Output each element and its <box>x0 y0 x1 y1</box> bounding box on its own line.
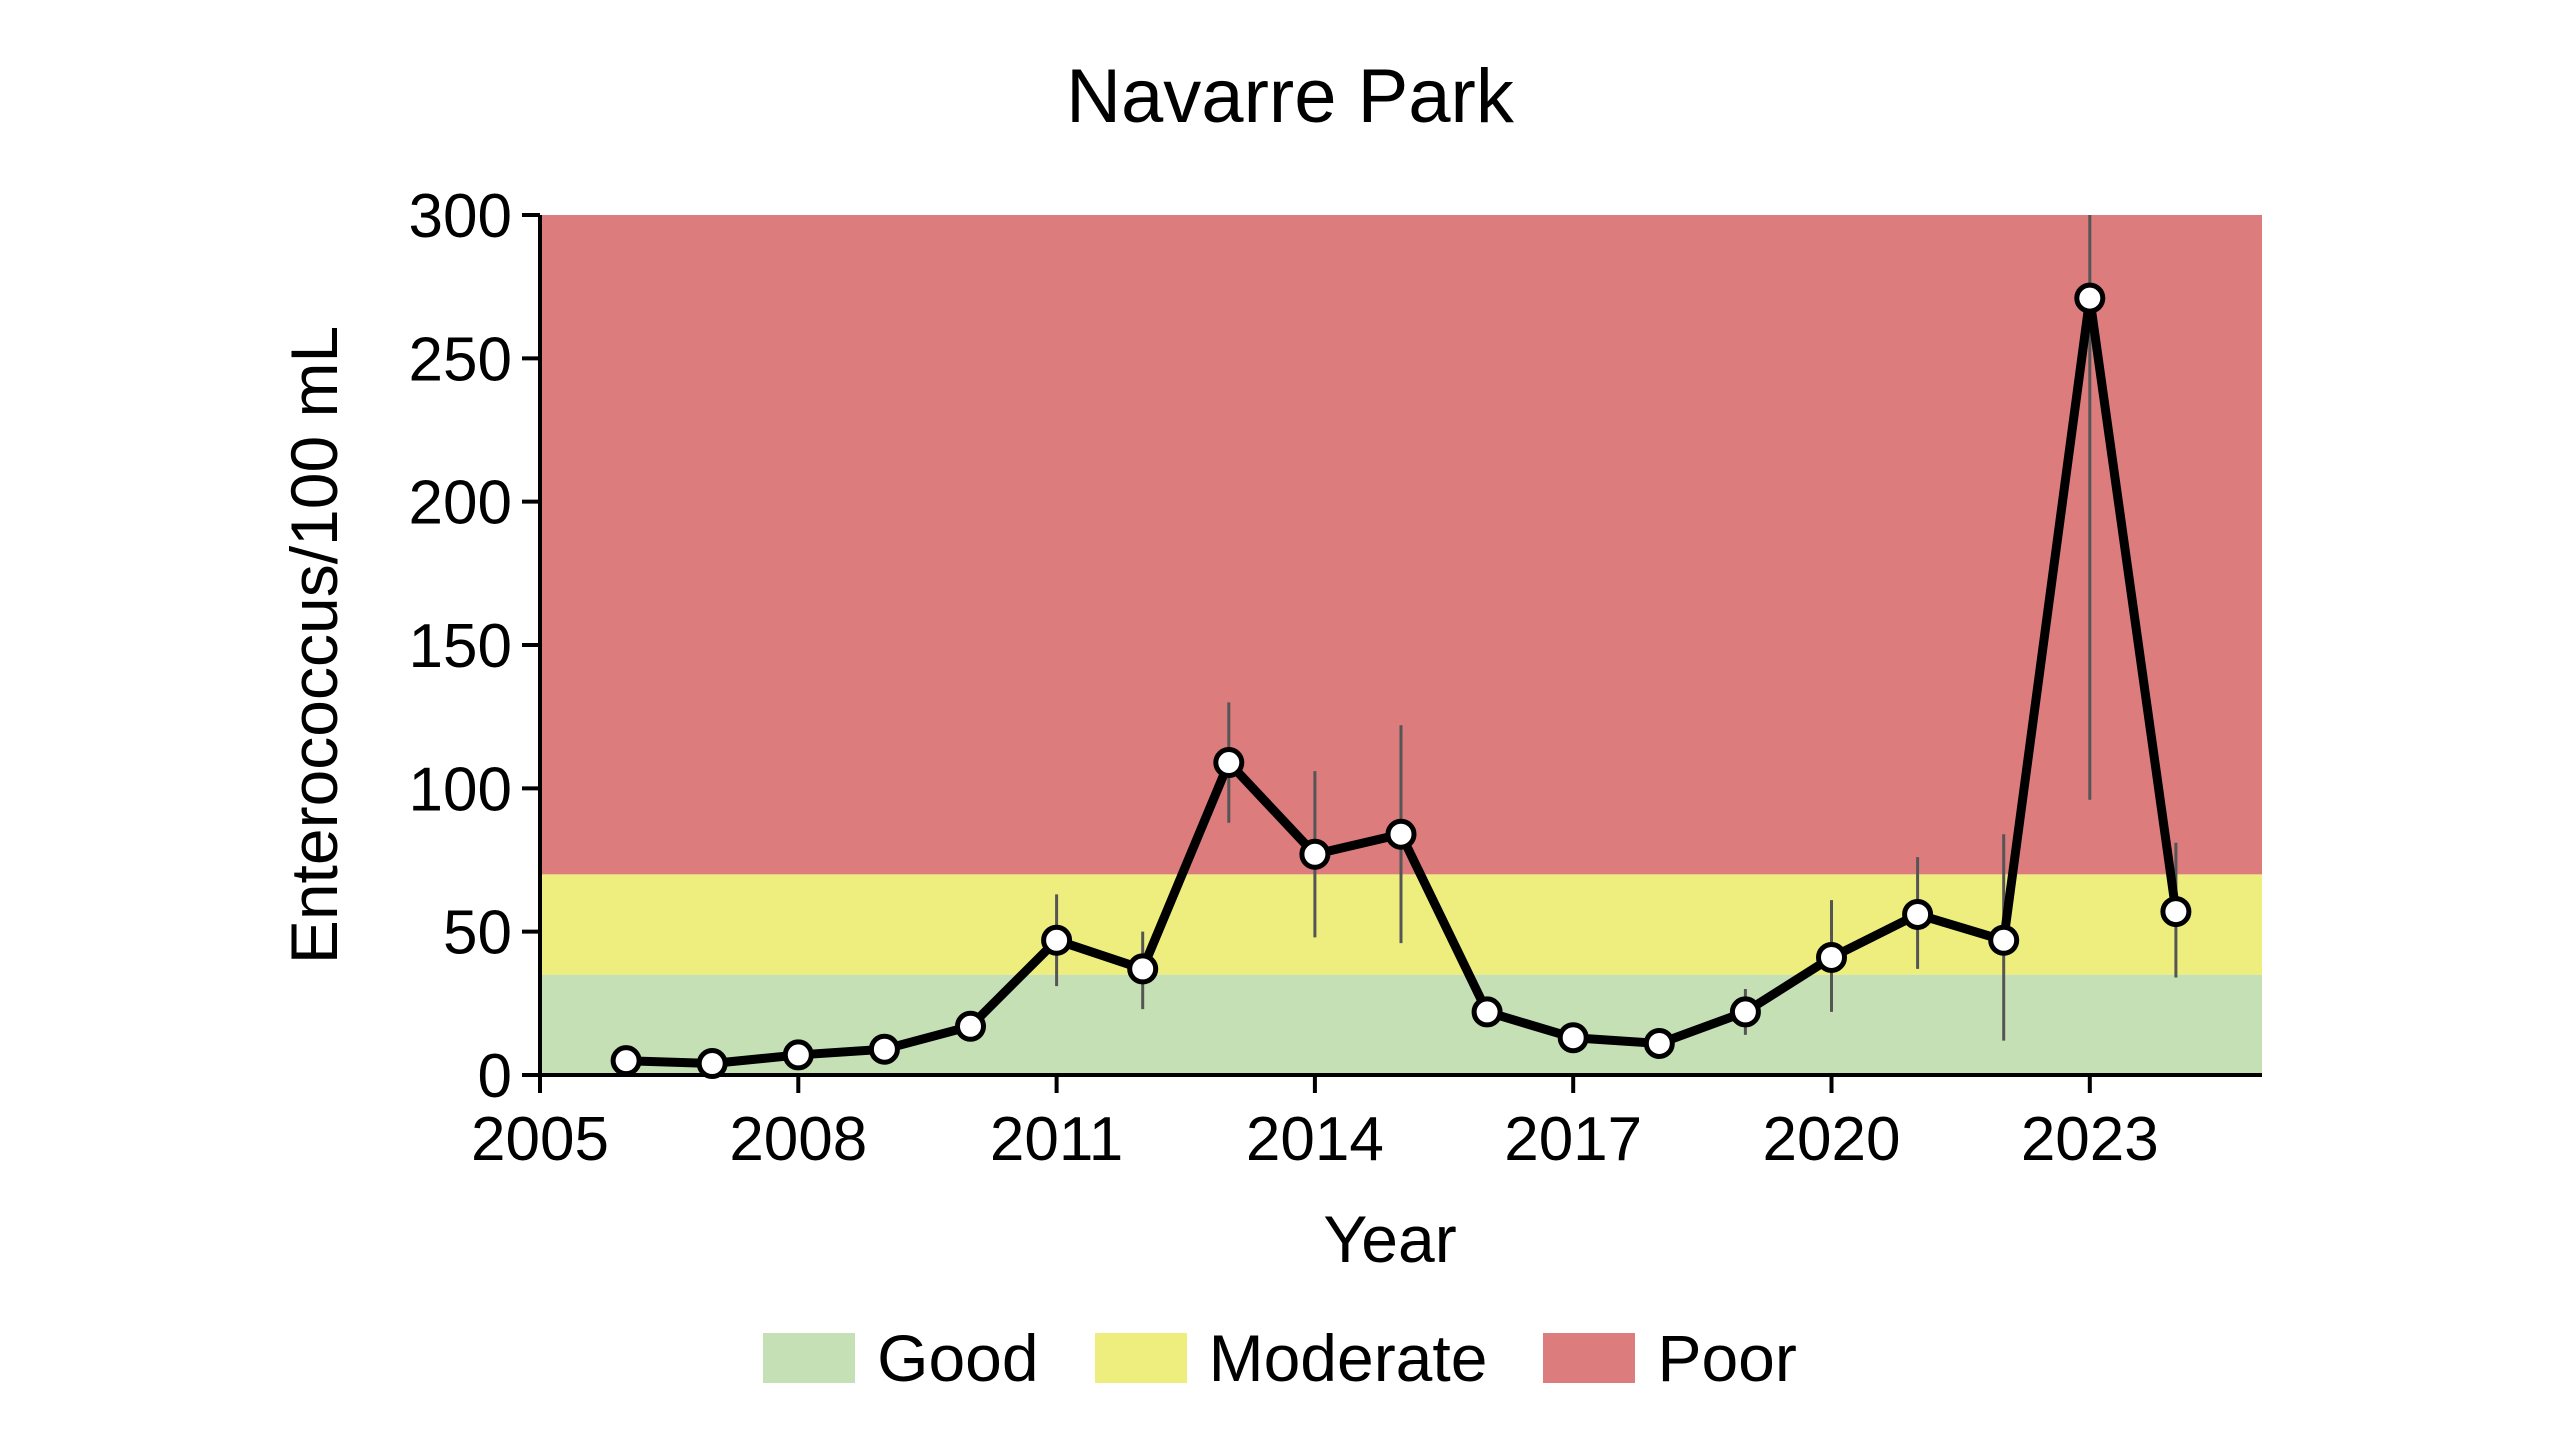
axes: 0 50 100 150 200 250 300 2005 2008 2011 2014 2017 20… <box>409 182 2262 1174</box>
y-tick-label: 200 <box>409 469 512 538</box>
data-point <box>1729 996 1761 1028</box>
y-tick-label: 0 <box>478 1042 512 1111</box>
data-point <box>610 1045 642 1077</box>
data-points <box>610 282 2192 1080</box>
y-tick-label: 150 <box>409 612 512 681</box>
data-point <box>1041 924 1073 956</box>
legend-label-good: Good <box>877 1321 1039 1395</box>
data-point <box>1385 818 1417 850</box>
x-tick-label: 2020 <box>1763 1105 1901 1174</box>
data-point <box>1127 953 1159 985</box>
data-point <box>1471 996 1503 1028</box>
legend-swatch-good <box>763 1333 856 1383</box>
x-tick-label: 2011 <box>990 1105 1123 1174</box>
data-point <box>1816 941 1847 973</box>
y-tick-label: 50 <box>443 899 512 968</box>
x-tick-label: 2014 <box>1246 1105 1384 1174</box>
data-point <box>1299 838 1331 870</box>
data-point <box>2074 282 2106 314</box>
data-point <box>2160 896 2192 928</box>
data-point <box>1213 747 1245 779</box>
legend-swatch-poor <box>1543 1333 1636 1383</box>
legend-item-poor: Poor <box>1543 1320 1797 1396</box>
legend-swatch-moderate <box>1094 1333 1187 1383</box>
data-point <box>1557 1022 1589 1054</box>
data-point <box>1988 924 2020 956</box>
legend-item-good: Good <box>763 1320 1039 1396</box>
legend-label-moderate: Moderate <box>1208 1321 1488 1395</box>
legend-label-poor: Poor <box>1657 1321 1797 1395</box>
data-point <box>696 1048 728 1080</box>
y-tick-label: 100 <box>409 755 512 824</box>
data-point <box>955 1010 986 1042</box>
x-tick-label: 2008 <box>729 1105 867 1174</box>
legend: Good Moderate Poor <box>0 1320 2560 1396</box>
data-point <box>1902 898 1934 930</box>
data-point <box>782 1039 814 1071</box>
y-tick-label: 300 <box>409 182 512 251</box>
y-tick-label: 250 <box>409 325 512 394</box>
data-point <box>868 1033 900 1065</box>
chart-title: Navarre Park <box>1066 54 1515 139</box>
data-point <box>1643 1027 1675 1059</box>
x-tick-label: 2023 <box>2021 1105 2159 1174</box>
x-axis-label: Year <box>1323 1202 1456 1276</box>
y-axis-label: Enterococcus/100 mL <box>277 326 351 964</box>
x-tick-label: 2017 <box>1504 1105 1642 1174</box>
legend-item-moderate: Moderate <box>1094 1320 1488 1396</box>
x-tick-label: 2005 <box>471 1105 609 1174</box>
band-good <box>540 974 2262 1075</box>
